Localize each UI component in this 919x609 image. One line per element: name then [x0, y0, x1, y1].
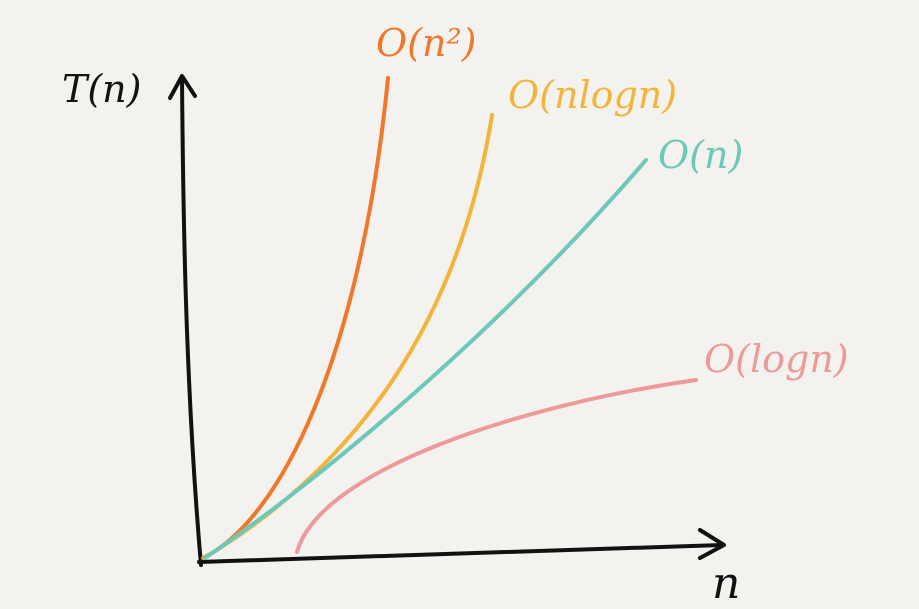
series-line-o-n: [203, 158, 648, 560]
y-axis-label: T(n): [62, 67, 141, 111]
series-label-o-n: O(n): [658, 133, 743, 177]
series-label-o-logn: O(logn): [704, 337, 849, 381]
x-axis: [197, 543, 724, 564]
x-axis-arrow-head: [698, 528, 726, 560]
series-line-o-n-squared: [201, 76, 390, 560]
y-axis: [180, 76, 203, 567]
y-axis-arrow-head: [168, 74, 197, 100]
x-axis-label: n: [712, 558, 740, 609]
series-line-o-logn: [295, 378, 698, 554]
series-label-o-n-squared: O(n²): [376, 21, 477, 65]
series-label-o-nlogn: O(nlogn): [508, 73, 677, 117]
